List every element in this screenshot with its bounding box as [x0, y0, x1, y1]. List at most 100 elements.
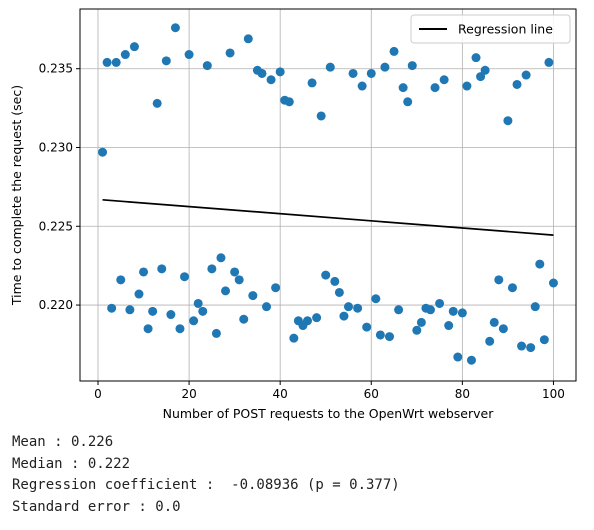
scatter-point [389, 46, 399, 56]
scatter-point [526, 343, 536, 353]
stat-stderr: Standard error : 0.0 [12, 498, 181, 515]
scatter-point [107, 303, 117, 313]
scatter-point [275, 67, 285, 77]
scatter-point [166, 310, 176, 320]
x-axis-ticks: 0 20 40 60 80 100 [94, 381, 565, 401]
scatter-point [503, 116, 513, 126]
scatter-point [303, 316, 313, 326]
scatter-point [125, 305, 135, 315]
scatter-point [430, 83, 440, 93]
scatter-point [375, 330, 385, 340]
scatter-point [480, 65, 490, 75]
scatter-point [139, 267, 149, 277]
scatter-point [453, 352, 463, 362]
scatter-point [466, 355, 476, 365]
scatter-point [198, 306, 208, 316]
scatter-point [225, 48, 235, 58]
legend-label: Regression line [458, 22, 553, 37]
scatter-point [148, 306, 158, 316]
scatter-point [221, 286, 231, 296]
x-tick-label: 80 [455, 387, 470, 401]
scatter-point [339, 311, 349, 321]
scatter-point [266, 75, 276, 85]
scatter-point [371, 294, 381, 304]
scatter-chart: 0 20 40 60 80 100 0.220 0.225 0.230 0.235 Number… [9, 8, 577, 421]
scatter-point [289, 333, 299, 343]
scatter-point [271, 283, 281, 293]
scatter-point [416, 317, 426, 327]
scatter-point [262, 302, 272, 312]
scatter-point [134, 289, 144, 299]
scatter-point [444, 321, 454, 331]
scatter-point [512, 79, 522, 89]
scatter-point [530, 302, 540, 312]
y-tick-label: 0.235 [39, 62, 73, 76]
scatter-point [189, 316, 199, 326]
regression-line-group [102, 198, 554, 236]
y-axis-label: Time to complete the request (sec) [9, 85, 24, 306]
scatter-point [330, 276, 340, 286]
scatter-point [494, 275, 504, 285]
scatter-point [257, 68, 267, 78]
scatter-point [357, 81, 367, 91]
scatter-point [216, 253, 226, 263]
x-tick-label: 60 [364, 387, 379, 401]
scatter-point [343, 302, 353, 312]
scatter-point [316, 111, 326, 121]
scatter-point [348, 68, 358, 78]
scatter-point [307, 78, 317, 88]
scatter-point [152, 98, 162, 108]
scatter-point [435, 298, 445, 308]
scatter-point [184, 50, 194, 60]
x-axis-label: Number of POST requests to the OpenWrt w… [163, 406, 495, 421]
x-tick-label: 0 [94, 387, 102, 401]
scatter-point [193, 298, 203, 308]
scatter-point [98, 147, 108, 157]
scatter-point [243, 34, 253, 44]
scatter-point [111, 57, 121, 67]
scatter-point [116, 275, 126, 285]
scatter-point [362, 322, 372, 332]
x-tick-label: 40 [273, 387, 288, 401]
regression-line [102, 198, 554, 236]
stat-mean: Mean : 0.226 [12, 434, 114, 450]
scatter-point [507, 283, 517, 293]
scatter-point [157, 264, 167, 274]
scatter-point [207, 264, 217, 274]
scatter-point [471, 53, 481, 63]
scatter-point [521, 70, 531, 80]
scatter-point [353, 303, 363, 313]
y-tick-label: 0.220 [39, 298, 73, 312]
scatter-point [485, 336, 495, 346]
scatter-point [457, 308, 467, 318]
scatter-point [394, 305, 404, 315]
scatter-points [98, 23, 558, 365]
scatter-point [321, 270, 331, 280]
plot-frame [79, 8, 577, 382]
scatter-point [476, 72, 486, 82]
stat-median: Median : 0.222 [12, 455, 131, 472]
y-tick-label: 0.225 [39, 219, 73, 233]
scatter-point [284, 97, 294, 107]
scatter-point [334, 287, 344, 297]
scatter-point [248, 291, 258, 301]
scatter-point [412, 325, 422, 335]
scatter-point [120, 50, 130, 60]
scatter-point [539, 335, 549, 345]
scatter-point [211, 328, 221, 338]
scatter-point [230, 267, 240, 277]
scatter-point [403, 97, 413, 107]
scatter-point [234, 275, 244, 285]
scatter-point [439, 75, 449, 85]
scatter-point [129, 42, 139, 52]
y-axis-ticks: 0.220 0.225 0.230 0.235 [39, 62, 80, 312]
scatter-point [535, 259, 545, 269]
scatter-point [180, 272, 190, 282]
x-tick-label: 100 [542, 387, 565, 401]
scatter-point [102, 57, 112, 67]
scatter-point [548, 278, 558, 288]
scatter-point [425, 305, 435, 315]
scatter-point [462, 81, 472, 91]
stat-regression: Regression coefficient : -0.08936 (p = 0… [12, 477, 400, 493]
legend-box [410, 14, 571, 44]
